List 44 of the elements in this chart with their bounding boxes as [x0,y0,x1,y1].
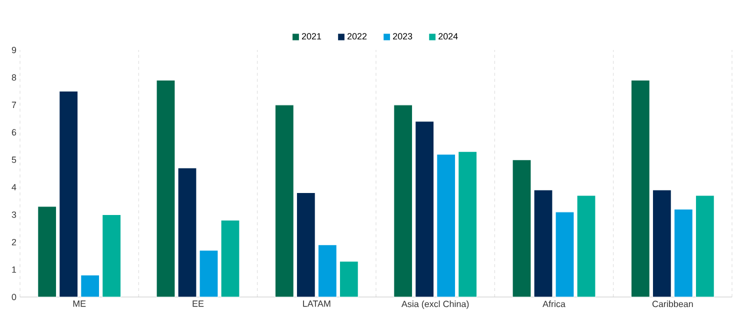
bar [436,154,456,298]
bar [674,208,693,298]
bar [555,212,574,298]
y-tick-label: 2 [12,238,16,246]
x-tick-label: Asia (excl China) [401,300,469,309]
bar [296,192,316,298]
x-tick-label: Caribbean [652,300,693,308]
x-tick-label: EE [192,300,204,307]
y-tick-label: 5 [12,156,16,163]
x-tick-label: Africa [542,300,566,308]
bar [318,244,337,298]
y-tick-label: 3 [12,211,16,218]
y-tick-label: 0 [12,294,16,300]
bar [274,104,294,298]
y-tick-label: 7 [12,102,16,108]
legend-label: 2024 [438,33,458,40]
x-tick-label: ME [73,300,86,307]
bar [695,195,714,298]
bar [576,195,596,298]
bar [220,220,240,298]
bar [178,168,197,298]
bar [394,104,413,298]
bar [102,214,122,298]
legend-label: 2023 [393,33,412,40]
bar [415,121,434,298]
bar [38,206,57,298]
legend-label: 2021 [302,33,322,40]
y-tick-label: 1 [12,266,16,273]
bar [339,261,358,298]
x-tick-label: LATAM [303,300,330,307]
bar [534,190,553,298]
legend-label: 2022 [348,33,367,40]
y-tick-label: 8 [12,74,16,81]
bar [458,151,478,298]
bar [59,90,78,298]
y-tick-label: 4 [12,184,16,190]
bar [156,80,176,298]
bar [80,274,100,298]
bar [630,80,650,298]
bar [512,159,532,298]
bar [652,190,672,298]
y-tick-label: 9 [12,46,16,54]
y-tick-label: 6 [12,129,16,136]
bar [199,250,218,298]
